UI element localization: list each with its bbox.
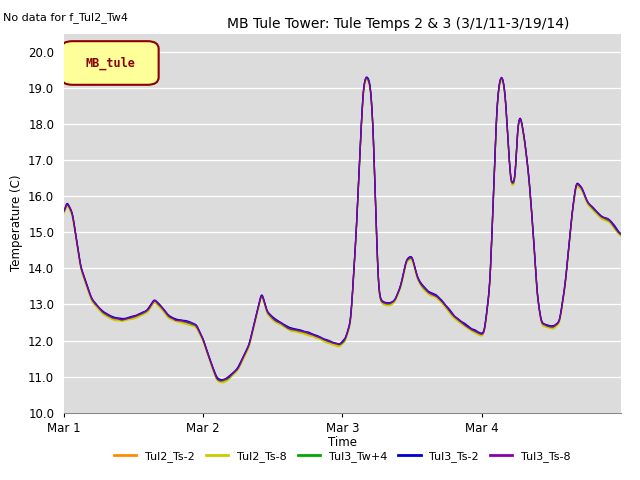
Text: No data for f_Tul2_Tw4: No data for f_Tul2_Tw4 — [3, 12, 128, 23]
Tul2_Ts-8 — [94, 306, 102, 312]
Tul2_Ts-8 — [385, 303, 392, 309]
Tul3_Tw+4 — [617, 232, 625, 238]
Tul3_Ts-2 — [94, 304, 102, 310]
Tul3_Ts-8 — [541, 322, 548, 327]
Line: Tul2_Ts-8: Tul2_Ts-8 — [64, 80, 621, 383]
Tul2_Ts-8 — [399, 274, 407, 279]
Line: Tul3_Ts-8: Tul3_Ts-8 — [64, 78, 621, 381]
FancyBboxPatch shape — [61, 41, 159, 85]
Tul3_Ts-2 — [541, 321, 548, 327]
Legend: Tul2_Ts-2, Tul2_Ts-8, Tul3_Tw+4, Tul3_Ts-2, Tul3_Ts-8: Tul2_Ts-2, Tul2_Ts-8, Tul3_Tw+4, Tul3_Ts… — [109, 446, 575, 466]
Tul3_Ts-2 — [399, 270, 407, 276]
Tul2_Ts-2 — [363, 76, 371, 82]
Tul3_Ts-2 — [617, 230, 625, 236]
Tul3_Ts-2 — [60, 207, 68, 213]
Tul2_Ts-2 — [385, 301, 392, 307]
Tul3_Ts-8 — [617, 231, 625, 237]
Tul3_Ts-2 — [385, 300, 392, 306]
Tul3_Ts-2 — [416, 279, 424, 285]
Tul3_Ts-2 — [363, 74, 371, 80]
Y-axis label: Temperature (C): Temperature (C) — [10, 175, 22, 272]
Tul3_Ts-2 — [218, 377, 225, 383]
Tul3_Ts-8 — [60, 208, 68, 214]
Tul3_Tw+4 — [94, 304, 102, 310]
Tul2_Ts-2 — [218, 379, 225, 385]
Tul2_Ts-2 — [399, 272, 407, 278]
Tul3_Tw+4 — [484, 301, 492, 307]
Tul3_Ts-8 — [399, 274, 406, 279]
Tul3_Ts-8 — [384, 300, 392, 306]
Tul3_Tw+4 — [541, 322, 548, 327]
Title: MB Tule Tower: Tule Temps 2 & 3 (3/1/11-3/19/14): MB Tule Tower: Tule Temps 2 & 3 (3/1/11-… — [227, 17, 569, 31]
Tul3_Ts-8 — [217, 378, 225, 384]
Line: Tul3_Tw+4: Tul3_Tw+4 — [64, 78, 621, 381]
Tul2_Ts-2 — [541, 323, 548, 328]
Tul3_Tw+4 — [385, 301, 392, 307]
Tul3_Tw+4 — [416, 280, 424, 286]
Tul2_Ts-8 — [484, 303, 492, 309]
Tul2_Ts-8 — [363, 77, 371, 83]
Line: Tul3_Ts-2: Tul3_Ts-2 — [64, 77, 621, 380]
Tul2_Ts-2 — [60, 209, 68, 215]
Tul2_Ts-2 — [416, 281, 424, 287]
Tul3_Ts-2 — [484, 300, 492, 306]
Tul2_Ts-8 — [416, 281, 424, 287]
Line: Tul2_Ts-2: Tul2_Ts-2 — [64, 79, 621, 382]
X-axis label: Time: Time — [328, 436, 357, 449]
Tul3_Tw+4 — [399, 272, 407, 277]
Tul2_Ts-2 — [617, 232, 625, 238]
Tul3_Ts-8 — [415, 278, 423, 284]
Tul2_Ts-8 — [60, 210, 68, 216]
Tul2_Ts-8 — [617, 233, 625, 239]
Tul3_Ts-8 — [483, 307, 491, 313]
Tul2_Ts-2 — [484, 302, 492, 308]
Tul2_Ts-8 — [218, 380, 226, 385]
Tul2_Ts-2 — [94, 305, 102, 311]
Text: MB_tule: MB_tule — [85, 57, 135, 70]
Tul3_Ts-8 — [94, 304, 102, 310]
Tul3_Ts-8 — [498, 75, 506, 81]
Tul3_Tw+4 — [218, 378, 225, 384]
Tul3_Tw+4 — [60, 208, 68, 214]
Tul3_Tw+4 — [363, 75, 371, 81]
Tul2_Ts-8 — [541, 324, 548, 330]
